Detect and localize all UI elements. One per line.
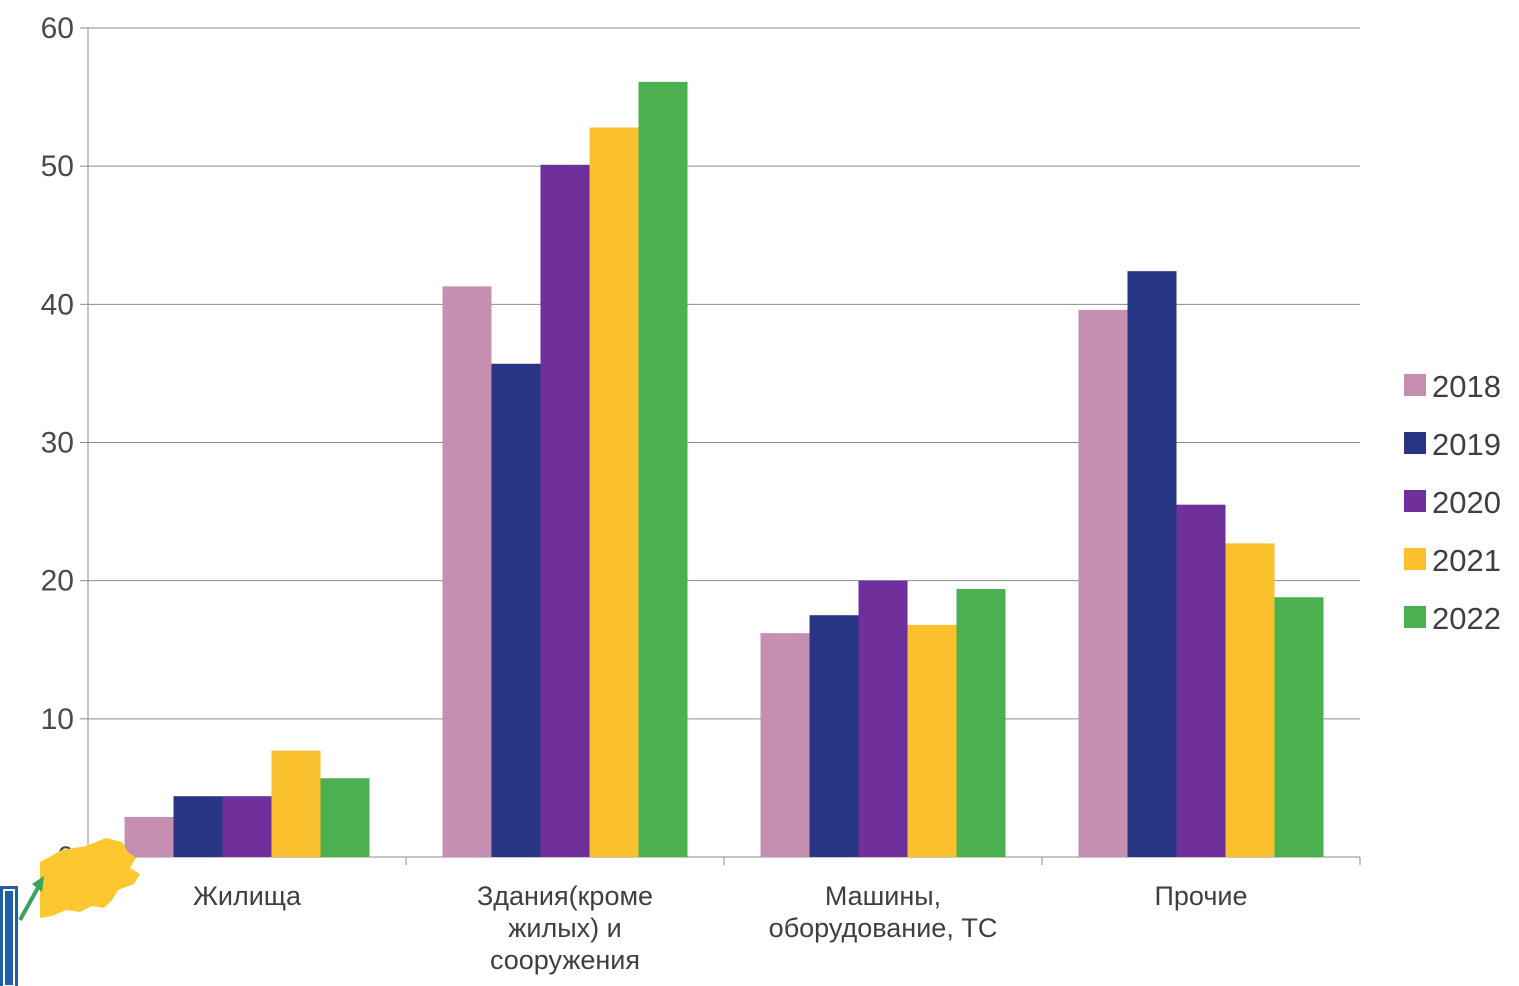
bars — [124, 81, 1324, 858]
legend-label-2022: 2022 — [1432, 601, 1501, 636]
bar-2020-4 — [1176, 504, 1226, 857]
legend-swatch-2022 — [1404, 606, 1426, 628]
legend-label-2018: 2018 — [1432, 369, 1501, 404]
bar-2021-3 — [907, 624, 957, 857]
bar-2018-2 — [442, 286, 492, 857]
x-category-label: Жилища — [193, 881, 302, 911]
bar-2022-1 — [320, 778, 370, 857]
bar-2022-4 — [1274, 597, 1324, 857]
x-category-labels: Жилища Здания(кроме жилых) и сооружения Маши… — [193, 881, 1248, 975]
legend-label-2020: 2020 — [1432, 485, 1501, 520]
legend-swatch-2020 — [1404, 490, 1426, 512]
x-category-label-line: Машины, — [825, 881, 941, 911]
x-category-label-line: Жилища — [193, 881, 302, 911]
legend-label-2021: 2021 — [1432, 543, 1501, 578]
bar-2021-1 — [271, 750, 321, 857]
legend-swatch-2021 — [1404, 548, 1426, 570]
bar-2020-2 — [540, 164, 590, 857]
logo-arrow — [18, 883, 42, 921]
russia-map-logo-icon — [0, 838, 140, 986]
y-tick-label: 20 — [41, 565, 74, 598]
bar-2019-1 — [173, 796, 223, 857]
bar-2018-4 — [1078, 309, 1128, 857]
russia-map-shape — [40, 838, 140, 918]
y-tick-label: 40 — [41, 288, 74, 321]
y-tick-label: 50 — [41, 150, 74, 183]
legend-label-2019: 2019 — [1432, 427, 1501, 462]
logo-arrow-head — [32, 876, 44, 892]
bar-2022-3 — [956, 588, 1006, 857]
x-category-label-line: оборудование, ТС — [769, 913, 998, 943]
logo-box-inner — [3, 889, 15, 986]
y-tick-label: 10 — [41, 703, 74, 736]
x-category-label: Машины, оборудование, ТС — [769, 881, 998, 943]
logo-box — [0, 886, 18, 986]
y-tick-labels: 0102030405060 — [41, 12, 74, 874]
x-category-label-line: сооружения — [490, 945, 640, 975]
bar-2018-3 — [760, 633, 810, 857]
bar-2019-4 — [1127, 271, 1177, 857]
x-category-label-line: Здания(кроме — [477, 881, 653, 911]
bar-2020-3 — [858, 580, 908, 857]
x-category-label: Прочие — [1154, 881, 1247, 911]
bar-2019-3 — [809, 615, 859, 857]
legend: 2018 2019 2020 2021 2022 — [1404, 369, 1501, 636]
bar-2021-2 — [589, 127, 639, 858]
bar-2018-1 — [124, 816, 174, 857]
bar-2021-4 — [1225, 543, 1275, 857]
bar-2019-2 — [491, 363, 541, 857]
x-category-label-line: жилых) и — [508, 913, 621, 943]
bar-2020-1 — [222, 796, 272, 857]
legend-swatch-2018 — [1404, 374, 1426, 396]
bar-2022-2 — [638, 81, 688, 857]
y-tick-label: 60 — [41, 12, 74, 45]
y-tick-label: 30 — [41, 427, 74, 460]
x-category-label-line: Прочие — [1154, 881, 1247, 911]
x-category-label: Здания(кроме жилых) и сооружения — [477, 881, 653, 975]
legend-swatch-2019 — [1404, 432, 1426, 454]
